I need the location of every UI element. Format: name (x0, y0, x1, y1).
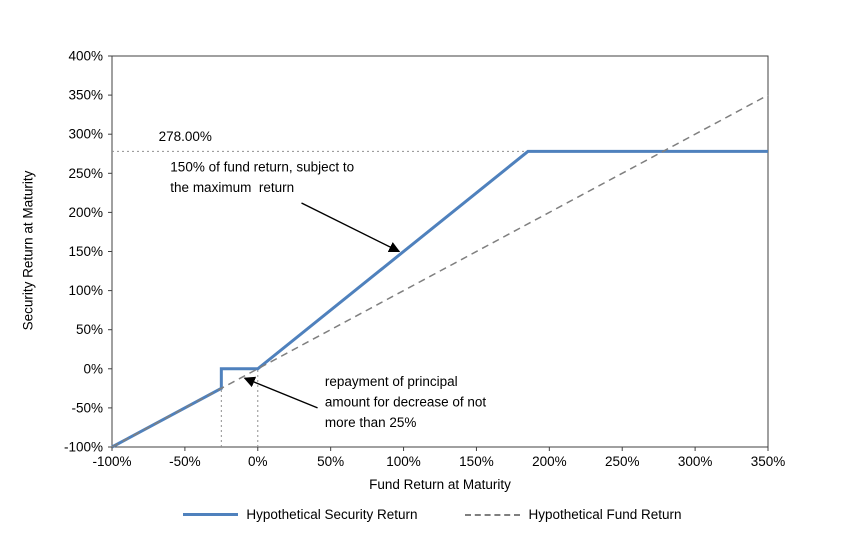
y-tick-label: 250% (68, 166, 103, 181)
y-tick-label: 300% (68, 127, 103, 142)
legend-line-security-icon (183, 513, 239, 516)
annotation-principal-note: amount for decrease of not (325, 395, 487, 410)
series-security-return-line (111, 149, 768, 449)
x-tick-label: 300% (678, 454, 713, 469)
y-tick-label: -100% (64, 440, 103, 455)
annotation-max-return-label: 278.00% (159, 129, 212, 144)
y-tick-label: 50% (76, 322, 103, 337)
legend: Hypothetical Security Return Hypothetica… (0, 507, 865, 522)
legend-item-security: Hypothetical Security Return (183, 507, 417, 522)
x-tick-label: 200% (532, 454, 567, 469)
annotation-principal-note: more than 25% (325, 415, 417, 430)
legend-line-fund-icon (465, 513, 521, 516)
annotation-principal-note: repayment of principal (325, 374, 458, 389)
annotation-participation-note: the maximum return (170, 180, 294, 195)
x-tick-label: -50% (169, 454, 201, 469)
y-tick-label: 200% (68, 205, 103, 220)
legend-label-security: Hypothetical Security Return (246, 507, 418, 522)
annotation-participation-note: 150% of fund return, subject to (170, 160, 354, 175)
y-tick-label: -50% (71, 400, 103, 415)
annotation-arrow-principal-note (243, 376, 318, 409)
y-tick-label: 150% (68, 244, 103, 259)
legend-label-fund: Hypothetical Fund Return (528, 507, 682, 522)
series-fund-return-line (111, 94, 769, 448)
y-tick-label: 100% (68, 283, 103, 298)
x-tick-label: 150% (459, 454, 494, 469)
x-tick-label: 50% (317, 454, 344, 469)
y-tick-label: 0% (83, 361, 103, 376)
x-tick-label: -100% (92, 454, 131, 469)
x-tick-label: 0% (248, 454, 268, 469)
y-axis-title: Security Return at Maturity (20, 170, 36, 331)
x-tick-label: 250% (605, 454, 640, 469)
x-tick-label: 100% (386, 454, 421, 469)
annotation-arrow-participation-note (301, 202, 401, 253)
legend-item-fund: Hypothetical Fund Return (465, 507, 682, 522)
x-axis-title: Fund Return at Maturity (369, 477, 511, 492)
x-tick-label: 350% (751, 454, 786, 469)
y-tick-label: 400% (68, 49, 103, 64)
y-tick-label: 350% (68, 88, 103, 103)
